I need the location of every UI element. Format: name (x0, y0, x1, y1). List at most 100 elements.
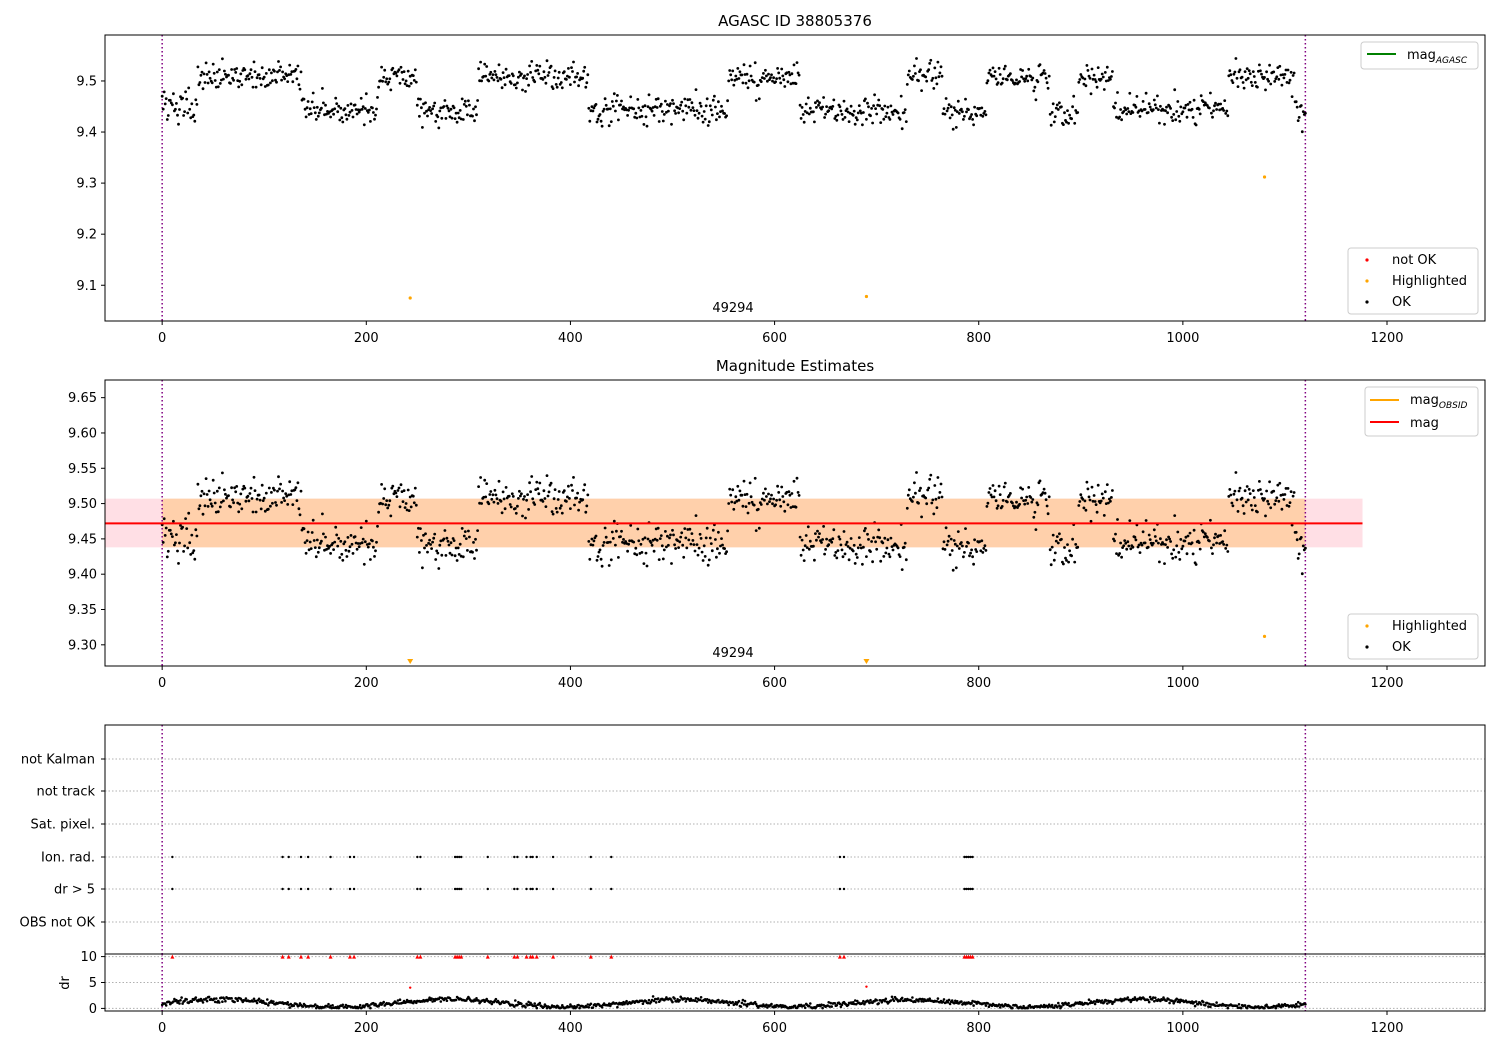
ok-point (961, 110, 964, 114)
ok-point (374, 549, 377, 553)
ok-point (658, 537, 662, 540)
x-tick-label: 800 (966, 676, 991, 691)
dr-point (987, 1005, 991, 1008)
ok-point (335, 533, 339, 537)
ok-point (962, 555, 965, 559)
dr-point (727, 1003, 730, 1007)
ok-point (307, 113, 311, 116)
ok-point (680, 100, 684, 104)
ok-point (581, 498, 585, 502)
legend-label-not-ok: not OK (1392, 253, 1437, 268)
ok-point (1054, 539, 1058, 543)
flag-point (529, 855, 532, 859)
ok-point (791, 505, 795, 508)
ok-point (1131, 545, 1135, 549)
dr-point (998, 1006, 1002, 1009)
panel4-frame (104, 953, 1486, 1012)
ok-point (866, 532, 869, 536)
y-tick-label: 9.45 (68, 532, 97, 547)
ok-point (678, 107, 682, 110)
ok-point (222, 499, 225, 503)
ok-point (598, 548, 602, 552)
ok-point (444, 117, 448, 120)
ok-point (405, 84, 409, 87)
ok-point (340, 116, 344, 120)
ok-point (1125, 547, 1129, 551)
ok-point (494, 73, 498, 77)
ok-point (866, 101, 869, 105)
dr-point (1161, 998, 1164, 1002)
ok-point (701, 120, 705, 124)
ok-point (182, 114, 186, 117)
ok-point (308, 107, 312, 111)
ok-point (556, 498, 560, 501)
ok-point (240, 507, 244, 511)
ok-point (161, 107, 165, 111)
dr-point (802, 1004, 806, 1007)
ok-point (816, 99, 819, 103)
dr-point (1194, 1000, 1198, 1003)
dr-point (1050, 1003, 1054, 1007)
ok-point (1129, 112, 1133, 115)
ok-point (1027, 486, 1031, 489)
dr-point (1263, 1006, 1266, 1010)
ok-point (804, 102, 808, 106)
flag-point (299, 855, 303, 859)
dr-clipped-marker (515, 954, 520, 959)
ok-point (577, 508, 580, 512)
ok-point (1147, 533, 1151, 537)
ok-point (1260, 72, 1263, 76)
ok-point (421, 566, 424, 570)
ok-point (475, 548, 478, 552)
ok-point (355, 547, 359, 551)
ok-point (1249, 80, 1253, 84)
dr-point (828, 1005, 831, 1008)
ok-point (964, 97, 967, 101)
ok-point (526, 493, 529, 496)
ok-point (842, 99, 846, 103)
ok-point (529, 490, 532, 494)
ok-point (510, 492, 514, 496)
ok-point (846, 545, 850, 548)
y-tick-label: 9.3 (76, 177, 97, 192)
ok-point (1173, 514, 1177, 517)
ok-point (1060, 105, 1063, 109)
ok-point (231, 498, 235, 502)
ok-point (952, 106, 956, 110)
ok-point (216, 510, 220, 514)
ok-point (700, 550, 704, 554)
ok-point (1089, 519, 1093, 523)
ok-point (1093, 78, 1097, 81)
ok-point (1242, 512, 1246, 515)
ok-point (872, 104, 875, 108)
ok-point (733, 501, 737, 505)
dr-clipped-marker (837, 954, 842, 959)
ok-point (557, 70, 561, 74)
ok-point (736, 484, 740, 488)
ok-point (382, 75, 386, 79)
ok-point (753, 61, 757, 65)
ok-point (244, 77, 248, 81)
ok-point (433, 101, 437, 105)
dr-point (650, 998, 654, 1002)
ok-point (838, 105, 842, 109)
ok-point (375, 540, 378, 544)
ok-point (186, 546, 190, 550)
ok-point (943, 548, 947, 551)
flag-point (971, 855, 974, 859)
ok-point (432, 104, 436, 108)
dr-point (970, 1001, 973, 1005)
ok-point (1041, 71, 1045, 75)
ok-point (782, 500, 786, 504)
dr-point (1237, 1003, 1241, 1006)
ok-point (629, 95, 633, 99)
ok-point (608, 540, 612, 544)
dr-point (329, 1004, 332, 1008)
ok-point (276, 489, 279, 493)
ok-point (1212, 543, 1215, 547)
y-tick-label: 9.5 (76, 74, 97, 89)
dr-point (220, 996, 223, 999)
ok-point (233, 68, 237, 71)
ok-point (1038, 479, 1042, 483)
